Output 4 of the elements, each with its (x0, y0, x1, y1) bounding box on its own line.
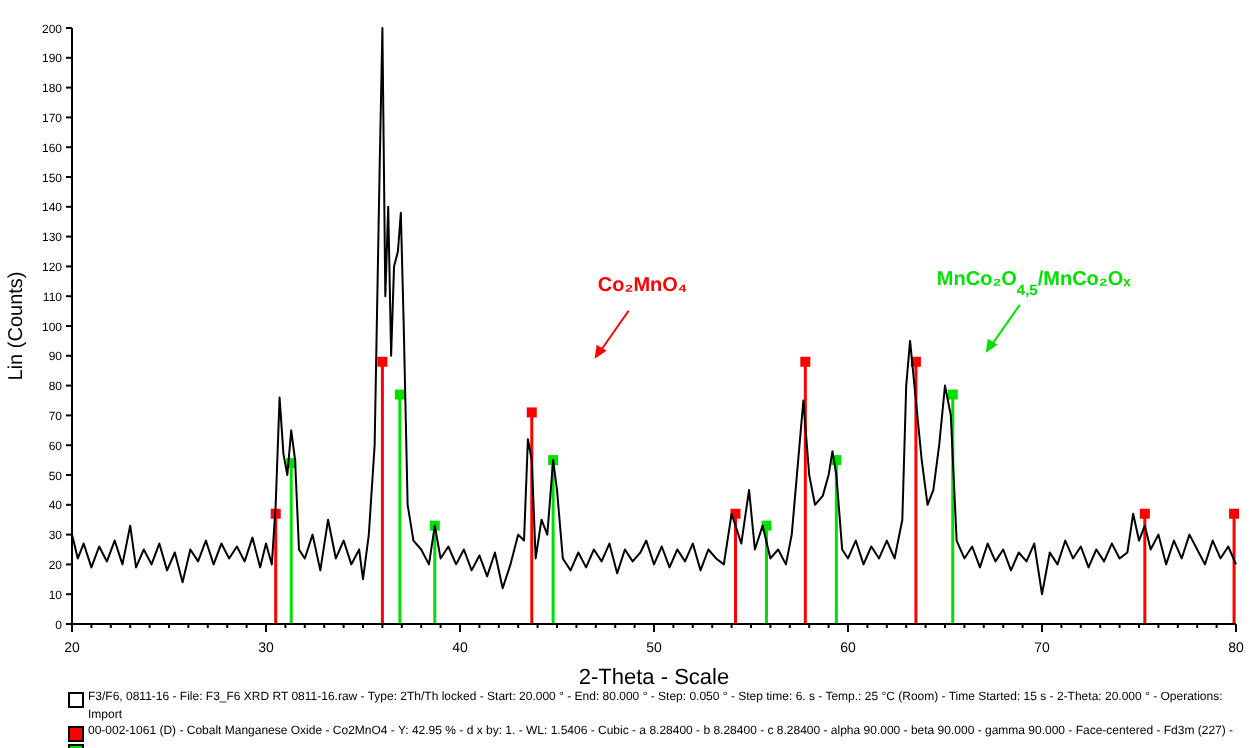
annotation: MnCo₂O$_{4,5}$/MnCo₂Oₓ (936, 268, 1132, 298)
annotation: Co₂MnO₄ (597, 274, 688, 297)
x-axis-title: 2-Theta - Scale (578, 666, 730, 690)
y-axis-title: Lin (Counts) (6, 271, 28, 381)
